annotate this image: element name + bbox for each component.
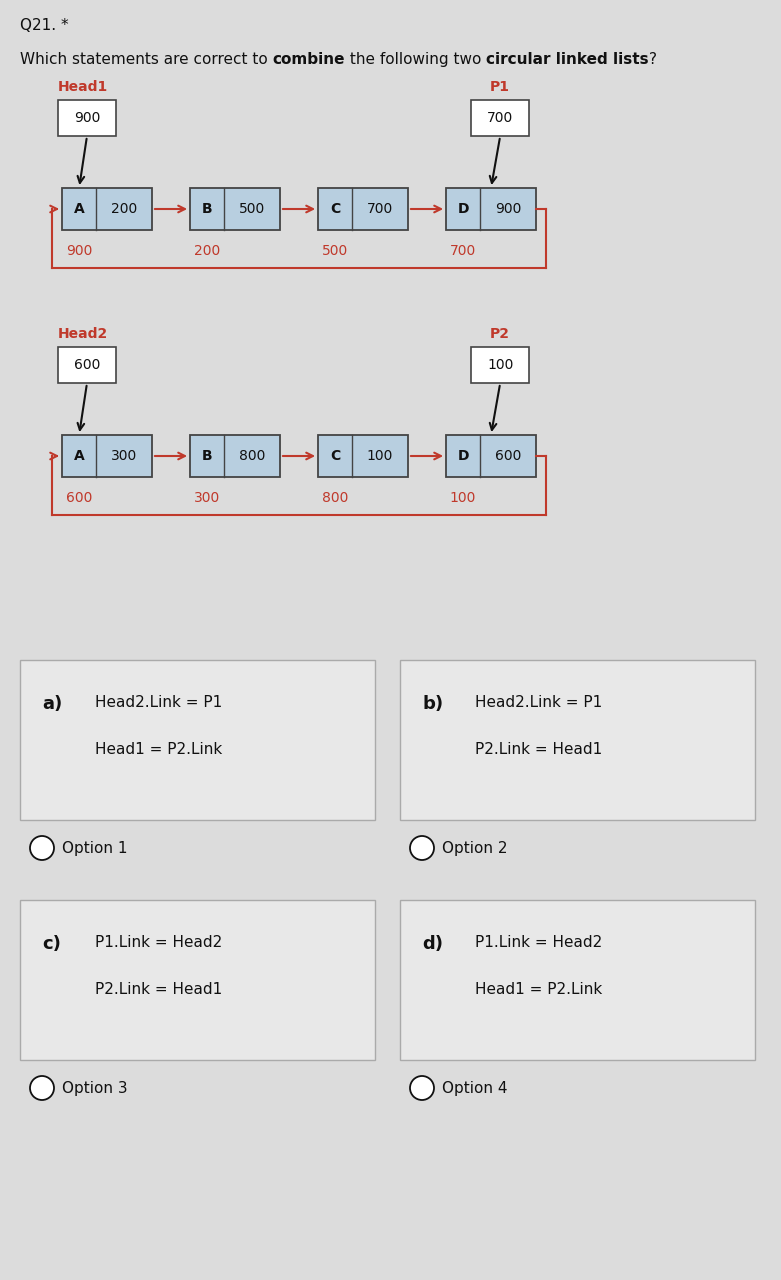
Text: 700: 700 bbox=[367, 202, 393, 216]
Text: Head2.Link = P1: Head2.Link = P1 bbox=[475, 695, 602, 710]
Text: A: A bbox=[73, 449, 84, 463]
Bar bbox=[471, 100, 530, 136]
Text: Option 3: Option 3 bbox=[62, 1080, 127, 1096]
Text: Head2: Head2 bbox=[58, 326, 109, 340]
Text: b): b) bbox=[422, 695, 443, 713]
Text: 900: 900 bbox=[74, 111, 100, 125]
Bar bbox=[446, 435, 536, 477]
Text: c): c) bbox=[42, 934, 61, 954]
Text: P2.Link = Head1: P2.Link = Head1 bbox=[475, 742, 602, 756]
Text: 900: 900 bbox=[495, 202, 521, 216]
Text: 200: 200 bbox=[194, 244, 220, 259]
Text: D: D bbox=[458, 202, 469, 216]
Text: 100: 100 bbox=[487, 358, 513, 372]
Text: B: B bbox=[201, 202, 212, 216]
Text: C: C bbox=[330, 449, 341, 463]
Text: Option 4: Option 4 bbox=[442, 1080, 508, 1096]
Text: C: C bbox=[330, 202, 341, 216]
Circle shape bbox=[30, 836, 54, 860]
Bar bbox=[190, 188, 280, 230]
Text: 600: 600 bbox=[495, 449, 521, 463]
Text: Head1 = P2.Link: Head1 = P2.Link bbox=[95, 742, 223, 756]
Bar bbox=[20, 660, 375, 820]
Text: 300: 300 bbox=[194, 492, 220, 506]
Bar bbox=[400, 660, 755, 820]
Text: D: D bbox=[458, 449, 469, 463]
Text: 600: 600 bbox=[74, 358, 100, 372]
Bar bbox=[446, 188, 536, 230]
Text: 100: 100 bbox=[367, 449, 394, 463]
Text: B: B bbox=[201, 449, 212, 463]
Text: P1.Link = Head2: P1.Link = Head2 bbox=[95, 934, 223, 950]
Text: 800: 800 bbox=[322, 492, 348, 506]
Text: 100: 100 bbox=[450, 492, 476, 506]
Text: P1.Link = Head2: P1.Link = Head2 bbox=[475, 934, 602, 950]
Bar bbox=[400, 900, 755, 1060]
Circle shape bbox=[410, 836, 434, 860]
Text: Q21. *: Q21. * bbox=[20, 18, 69, 33]
Bar bbox=[318, 435, 408, 477]
Text: A: A bbox=[73, 202, 84, 216]
Bar bbox=[190, 435, 280, 477]
Bar bbox=[20, 900, 375, 1060]
Text: Which statements are correct to: Which statements are correct to bbox=[20, 52, 273, 67]
Bar bbox=[318, 188, 408, 230]
Text: 800: 800 bbox=[239, 449, 266, 463]
Circle shape bbox=[410, 1076, 434, 1100]
Text: P1: P1 bbox=[490, 79, 510, 93]
Text: 500: 500 bbox=[322, 244, 348, 259]
Bar bbox=[58, 100, 116, 136]
Text: P2.Link = Head1: P2.Link = Head1 bbox=[95, 982, 223, 997]
Text: 500: 500 bbox=[239, 202, 266, 216]
Text: 300: 300 bbox=[111, 449, 137, 463]
Bar bbox=[58, 347, 116, 383]
Text: 700: 700 bbox=[487, 111, 513, 125]
Text: Option 1: Option 1 bbox=[62, 841, 127, 855]
Text: Option 2: Option 2 bbox=[442, 841, 508, 855]
Text: P2: P2 bbox=[490, 326, 510, 340]
Text: ?: ? bbox=[649, 52, 657, 67]
Text: the following two: the following two bbox=[345, 52, 487, 67]
Text: combine: combine bbox=[273, 52, 345, 67]
Circle shape bbox=[30, 1076, 54, 1100]
Text: a): a) bbox=[42, 695, 62, 713]
Text: Head2.Link = P1: Head2.Link = P1 bbox=[95, 695, 223, 710]
Bar bbox=[62, 188, 152, 230]
Text: 600: 600 bbox=[66, 492, 92, 506]
Text: 200: 200 bbox=[111, 202, 137, 216]
Text: 900: 900 bbox=[66, 244, 92, 259]
Bar bbox=[471, 347, 530, 383]
Text: Head1: Head1 bbox=[58, 79, 109, 93]
Text: circular linked lists: circular linked lists bbox=[487, 52, 649, 67]
Bar bbox=[62, 435, 152, 477]
Text: d): d) bbox=[422, 934, 443, 954]
Text: 700: 700 bbox=[450, 244, 476, 259]
Text: Head1 = P2.Link: Head1 = P2.Link bbox=[475, 982, 602, 997]
